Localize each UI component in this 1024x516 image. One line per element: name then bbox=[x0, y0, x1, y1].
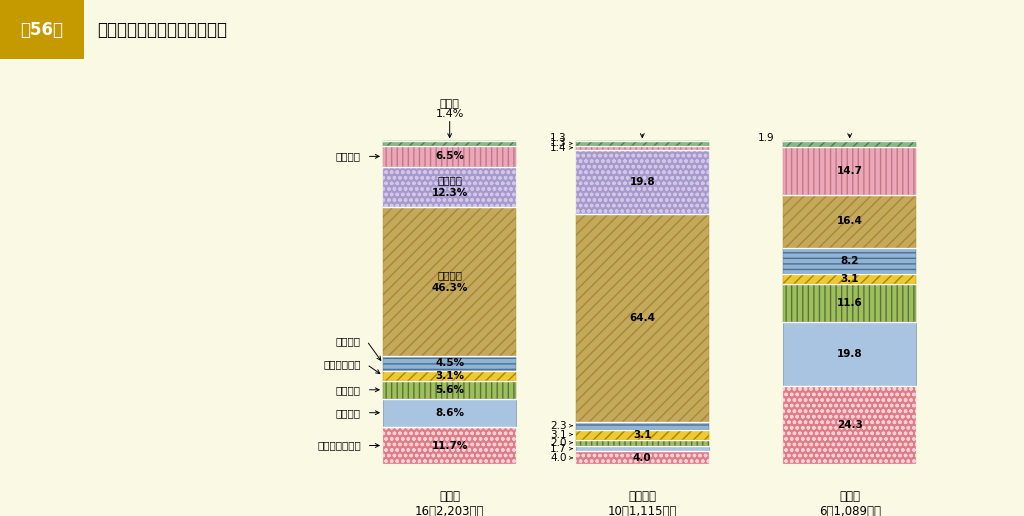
Bar bbox=[575, 429, 709, 440]
Text: 19.8: 19.8 bbox=[837, 349, 862, 359]
Bar bbox=[575, 146, 709, 150]
Text: 4.5%: 4.5% bbox=[435, 359, 464, 368]
Bar bbox=[383, 167, 516, 206]
Text: 議会・総務関係: 議会・総務関係 bbox=[317, 441, 360, 450]
Text: 農林水産関係: 農林水産関係 bbox=[324, 360, 360, 369]
Bar bbox=[383, 356, 516, 370]
Bar bbox=[383, 206, 516, 356]
Text: 3.1: 3.1 bbox=[841, 275, 859, 284]
Text: 教育関係
46.3%: 教育関係 46.3% bbox=[431, 270, 468, 293]
Text: 民生関係: 民生関係 bbox=[336, 408, 360, 418]
Text: 4.0: 4.0 bbox=[633, 453, 651, 463]
Bar bbox=[575, 141, 709, 146]
Text: 3.1: 3.1 bbox=[633, 429, 651, 440]
Text: 衛生関係: 衛生関係 bbox=[336, 385, 360, 395]
Bar bbox=[783, 386, 916, 464]
Bar bbox=[783, 141, 916, 148]
Bar bbox=[575, 150, 709, 214]
Text: 64.4: 64.4 bbox=[630, 313, 655, 323]
Bar bbox=[383, 141, 516, 146]
Bar bbox=[783, 275, 916, 284]
Text: 11.7%: 11.7% bbox=[431, 441, 468, 450]
Text: 16.4: 16.4 bbox=[837, 216, 862, 227]
Text: 14.7: 14.7 bbox=[837, 166, 862, 176]
Text: 1.7: 1.7 bbox=[550, 444, 566, 454]
Text: 4.0: 4.0 bbox=[550, 453, 566, 463]
Bar bbox=[575, 446, 709, 452]
Text: 2.0: 2.0 bbox=[550, 438, 566, 448]
Bar bbox=[575, 440, 709, 446]
Text: 1.4: 1.4 bbox=[550, 143, 566, 153]
Text: 2.3: 2.3 bbox=[550, 421, 566, 431]
Text: 警察関係
12.3%: 警察関係 12.3% bbox=[431, 175, 468, 198]
Bar bbox=[783, 195, 916, 248]
Bar bbox=[575, 452, 709, 464]
Text: 1.3: 1.3 bbox=[550, 133, 566, 143]
Bar bbox=[575, 214, 709, 422]
Text: 11.6: 11.6 bbox=[837, 298, 862, 308]
Text: 3.1: 3.1 bbox=[550, 429, 566, 440]
Bar bbox=[383, 399, 516, 427]
Text: 24.3: 24.3 bbox=[837, 420, 862, 430]
Text: 8.2: 8.2 bbox=[841, 256, 859, 266]
Bar bbox=[575, 422, 709, 429]
Text: 市町村
6兆1,089億円
（100.0%）: 市町村 6兆1,089億円 （100.0%） bbox=[819, 490, 881, 516]
Text: 6.5%: 6.5% bbox=[435, 151, 464, 162]
Text: 職員給の部門別構成比の状況: 職員給の部門別構成比の状況 bbox=[97, 21, 227, 39]
Text: 19.8: 19.8 bbox=[630, 177, 655, 187]
Text: 都道府県
10兆1,115億円
（100.0%）: 都道府県 10兆1,115億円 （100.0%） bbox=[607, 490, 677, 516]
Text: その他: その他 bbox=[439, 99, 460, 109]
Text: 消防関係: 消防関係 bbox=[336, 151, 360, 162]
Text: 1.4%: 1.4% bbox=[435, 109, 464, 119]
Bar bbox=[383, 381, 516, 399]
Text: 第56図: 第56図 bbox=[20, 21, 63, 39]
Bar bbox=[383, 427, 516, 464]
Text: 1.9: 1.9 bbox=[758, 133, 774, 143]
Text: 5.6%: 5.6% bbox=[435, 385, 464, 395]
Bar bbox=[383, 146, 516, 167]
Bar bbox=[783, 322, 916, 386]
FancyBboxPatch shape bbox=[0, 0, 84, 59]
Text: 3.1%: 3.1% bbox=[435, 370, 464, 381]
Text: 1.3: 1.3 bbox=[550, 138, 566, 149]
Text: 土木関係: 土木関係 bbox=[336, 336, 360, 346]
Bar bbox=[383, 370, 516, 381]
Bar bbox=[783, 284, 916, 322]
Bar bbox=[783, 248, 916, 275]
Text: 純　計
16兆2,203億円
（100.0%）: 純 計 16兆2,203億円 （100.0%） bbox=[415, 490, 484, 516]
Text: 8.6%: 8.6% bbox=[435, 408, 464, 418]
Bar bbox=[783, 148, 916, 195]
